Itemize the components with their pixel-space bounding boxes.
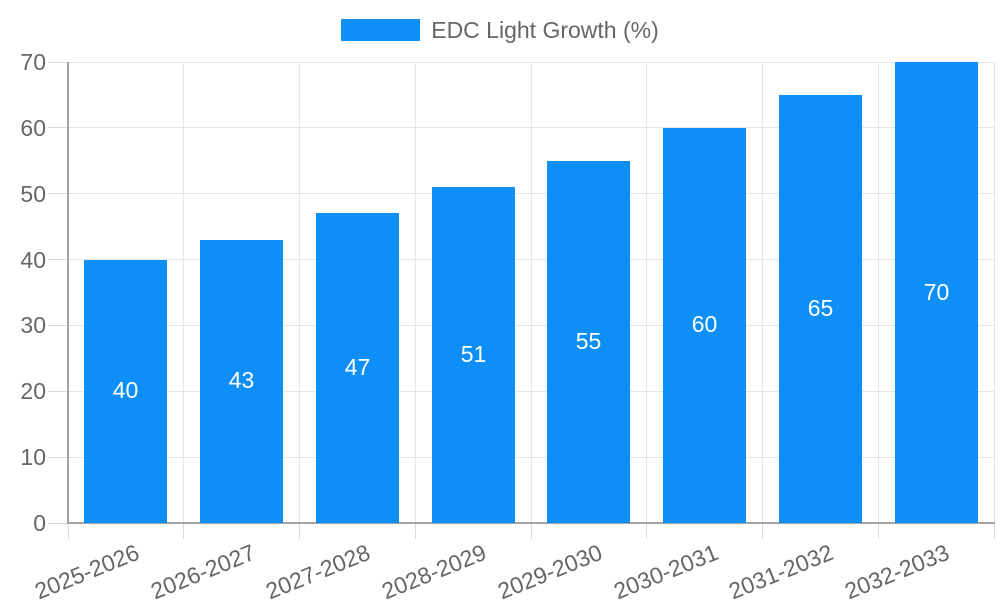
bar-value-label: 40 [112, 377, 139, 403]
legend: EDC Light Growth (%) [0, 16, 1000, 44]
y-tick-mark [48, 522, 68, 524]
x-tick-mark [762, 523, 763, 539]
bar-2025-2026[interactable] [84, 259, 167, 523]
x-tick-label: 2027-2028 [262, 539, 375, 600]
x-gridline [762, 62, 763, 523]
x-gridline [299, 62, 300, 523]
y-tick-mark [48, 390, 68, 392]
y-tick-mark [48, 456, 68, 458]
y-tick-mark [48, 61, 68, 63]
x-gridline [414, 62, 416, 523]
y-tick-mark [48, 324, 68, 326]
bar-value-label: 65 [807, 295, 834, 321]
y-tick-label: 0 [33, 510, 46, 536]
y-tick-label: 10 [20, 444, 46, 471]
x-tick-mark [877, 523, 879, 539]
bar-value-label: 55 [575, 328, 602, 354]
x-gridline [993, 62, 995, 523]
x-tick-mark [993, 523, 995, 539]
x-gridline [183, 62, 185, 523]
x-tick-label: 2029-2030 [493, 539, 606, 600]
y-axis-line [67, 62, 69, 523]
x-tick-label: 2032-2033 [841, 539, 953, 600]
y-tick-mark [48, 259, 68, 261]
bar-value-label: 47 [344, 354, 371, 380]
bar-2030-2031[interactable] [663, 127, 746, 523]
bar-value-label: 43 [228, 367, 255, 393]
bar-2031-2032[interactable] [779, 94, 862, 523]
bar-2032-2033[interactable] [895, 62, 978, 523]
x-tick-label: 2025-2026 [30, 539, 143, 600]
x-tick-label: 2028-2029 [378, 539, 490, 600]
x-tick-mark [646, 523, 648, 539]
legend-label: EDC Light Growth (%) [431, 17, 659, 43]
y-tick-label: 40 [20, 246, 46, 273]
x-tick-label: 2030-2031 [609, 539, 722, 600]
y-tick-label: 70 [20, 49, 46, 75]
x-tick-label: 2031-2032 [725, 539, 838, 600]
legend-swatch-icon [341, 19, 421, 41]
y-tick-label: 60 [20, 114, 46, 141]
x-tick-mark [183, 523, 185, 539]
y-tick-label: 30 [20, 312, 46, 339]
bar-2028-2029[interactable] [432, 187, 515, 523]
bar-value-label: 51 [460, 341, 487, 367]
x-gridline [530, 62, 532, 523]
legend-item[interactable]: EDC Light Growth (%) [341, 16, 659, 44]
x-tick-mark [67, 523, 69, 539]
x-tick-mark [299, 523, 300, 539]
bar-value-label: 60 [691, 311, 718, 337]
x-tick-mark [414, 523, 416, 539]
y-tick-mark [48, 193, 68, 195]
x-tick-label: 2026-2027 [146, 539, 259, 600]
bar-2027-2028[interactable] [316, 213, 399, 523]
x-gridline [877, 62, 879, 523]
x-axis-line [67, 522, 995, 524]
y-tick-label: 20 [20, 378, 46, 405]
x-gridline [646, 62, 648, 523]
x-tick-mark [530, 523, 532, 539]
y-tick-mark [48, 127, 68, 129]
y-tick-label: 50 [20, 180, 46, 207]
bar-2026-2027[interactable] [200, 239, 283, 523]
bar-value-label: 70 [923, 279, 950, 305]
bar-2029-2030[interactable] [547, 160, 630, 523]
